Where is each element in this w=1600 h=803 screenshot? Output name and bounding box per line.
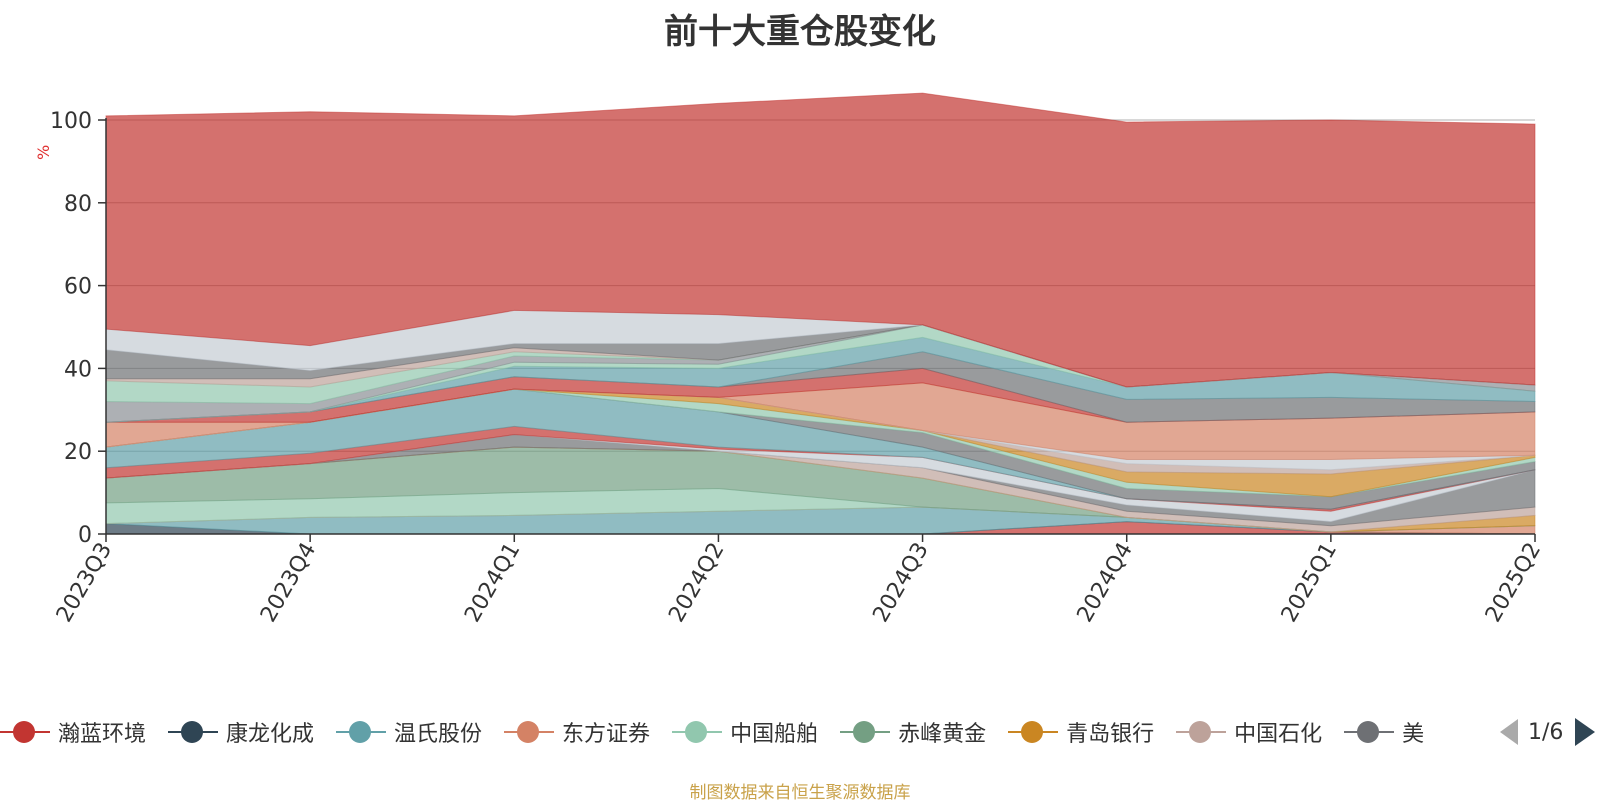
y-tick-label: 80 (64, 192, 92, 217)
legend-label: 中国船舶 (730, 722, 819, 747)
legend-item[interactable]: 中国船舶 (672, 716, 818, 748)
source-note: 制图数据来自恒生聚源数据库 (689, 783, 911, 803)
chart-title: 前十大重仓股变化 (664, 12, 936, 52)
legend-label: 青岛银行 (1066, 722, 1155, 747)
legend-item[interactable]: 东方证券 (504, 716, 650, 748)
legend-marker-icon (1008, 720, 1059, 744)
x-tick-label: 2023Q4 (256, 539, 321, 627)
legend-marker-icon (840, 720, 891, 744)
legend-marker-icon (168, 720, 219, 744)
x-tick-label: 2024Q3 (868, 539, 933, 627)
legend-label: 康龙化成 (226, 722, 315, 747)
legend-item[interactable]: 赤峰黄金 (840, 716, 986, 748)
legend-item[interactable]: 瀚蓝环境 (0, 716, 146, 748)
x-tick-label: 2024Q2 (664, 539, 729, 627)
x-tick-label: 2024Q4 (1073, 539, 1138, 627)
y-tick-label: 100 (50, 109, 92, 134)
y-tick-label: 0 (78, 523, 92, 548)
legend-viewport: 瀚蓝环境 康龙化成 温氏股份 东方证券 中国船舶 赤峰黄金 青岛银行 中国石化 美 (0, 712, 1490, 752)
legend-label: 瀚蓝环境 (58, 722, 147, 747)
y-axis-unit: % (34, 145, 53, 160)
legend-label: 温氏股份 (394, 722, 483, 747)
legend: 瀚蓝环境 康龙化成 温氏股份 东方证券 中国船舶 赤峰黄金 青岛银行 中国石化 美 1/6 (0, 712, 1600, 752)
legend-prev-page-icon[interactable] (1500, 719, 1518, 745)
legend-pager: 1/6 (1500, 712, 1596, 752)
legend-track: 瀚蓝环境 康龙化成 温氏股份 东方证券 中国船舶 赤峰黄金 青岛银行 中国石化 美 (0, 712, 1490, 752)
area-series-27[interactable] (105, 92, 1536, 388)
legend-next-page-icon[interactable] (1575, 718, 1596, 746)
legend-marker-icon (504, 720, 555, 744)
x-tick-label: 2023Q3 (52, 539, 117, 627)
legend-marker-icon (1344, 720, 1395, 744)
legend-label: 中国石化 (1234, 722, 1323, 747)
legend-page-indicator: 1/6 (1528, 719, 1564, 745)
area-layer (105, 92, 1536, 535)
y-tick-label: 20 (64, 440, 92, 465)
legend-item[interactable]: 康龙化成 (168, 716, 314, 748)
y-tick-label: 60 (64, 275, 92, 300)
legend-marker-icon (672, 720, 723, 744)
legend-item[interactable]: 中国石化 (1176, 716, 1322, 748)
legend-item[interactable]: 青岛银行 (1008, 716, 1154, 748)
legend-marker-icon (0, 720, 50, 744)
legend-label: 美 (1402, 722, 1425, 747)
legend-item[interactable]: 美 (1344, 716, 1424, 748)
x-tick-label: 2025Q2 (1481, 539, 1546, 627)
legend-label: 东方证券 (562, 722, 651, 747)
legend-marker-icon (1176, 720, 1227, 744)
y-tick-label: 40 (64, 357, 92, 382)
legend-marker-icon (336, 720, 387, 744)
legend-label: 赤峰黄金 (898, 722, 987, 747)
legend-item[interactable]: 温氏股份 (336, 716, 482, 748)
x-tick-label: 2025Q1 (1277, 539, 1342, 627)
x-tick-label: 2024Q1 (460, 539, 525, 627)
